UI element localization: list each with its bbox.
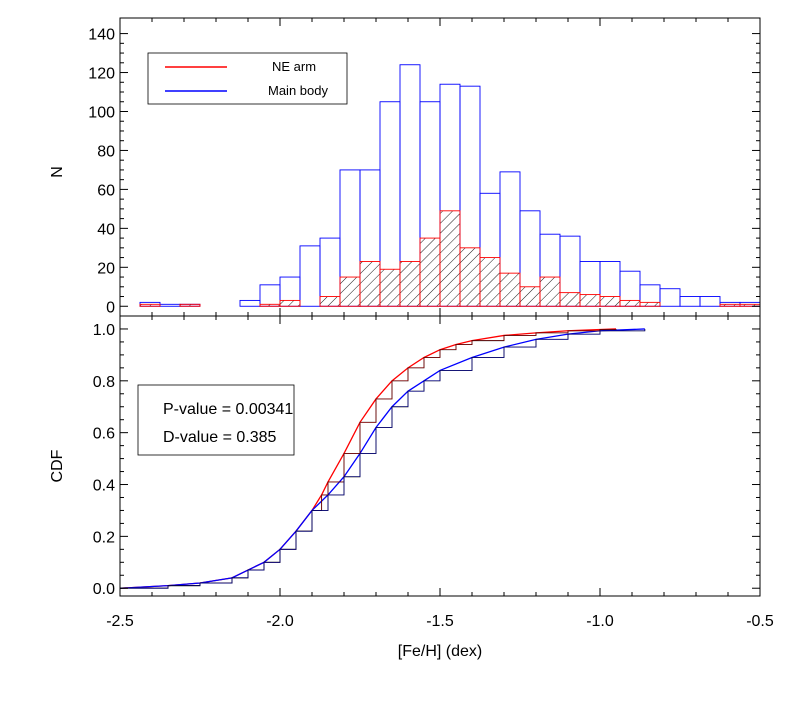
y-tick-label: 80: [97, 143, 115, 160]
histogram-bar-main-body: [319, 237, 341, 307]
cdf-step-overlay-main-body-empirical: [120, 328, 646, 589]
legend-box: [147, 52, 348, 105]
y-tick-label: 0.8: [93, 374, 115, 391]
x-axis-label: [Fe/H] (dex): [398, 643, 482, 660]
histogram-bar-ne-arm: [639, 301, 661, 307]
histogram-bar-main-body: [659, 288, 681, 307]
histogram-y-axis-label: N: [49, 166, 66, 178]
cdf-step-overlay-ne-arm-empirical: [120, 328, 617, 589]
p-value-annotation: P-value = 0.00341: [163, 401, 293, 418]
histogram-y-ticks: 0 20 40 60 80 100 120 140: [88, 18, 761, 316]
histogram-bar-ne-arm: [519, 286, 541, 307]
histogram-bar-ne-arm: [399, 261, 421, 307]
histogram-bar-ne-arm: [139, 303, 161, 307]
histogram-bar-main-body: [239, 299, 261, 307]
histogram-bar-ne-arm: [559, 292, 581, 307]
stats-box: P-value = 0.00341 D-value = 0.385: [137, 384, 295, 456]
cdf-curve-ne-arm: [119, 328, 617, 589]
histogram-bars: [139, 64, 761, 307]
cdf-step-ne-arm-empirical: [120, 328, 617, 589]
y-tick-label: 0.4: [93, 478, 115, 495]
histogram-bar-ne-arm: [179, 303, 201, 307]
y-tick-label: 1.0: [93, 322, 115, 339]
cdf-y-axis-label: CDF: [49, 449, 66, 482]
y-tick-label: 100: [88, 104, 115, 121]
histogram-bar-ne-arm: [419, 237, 441, 307]
histogram-bar-ne-arm: [439, 210, 461, 307]
x-tick-label: -1.5: [426, 613, 454, 630]
histogram-bar-ne-arm: [339, 276, 361, 307]
cdf-curve-main-body: [119, 328, 645, 589]
histogram-bar-ne-arm: [719, 303, 741, 307]
y-tick-label: 120: [88, 66, 115, 83]
histogram-bar-ne-arm: [479, 257, 501, 307]
histogram-bar-ne-arm: [279, 299, 301, 307]
histogram-bar-main-body: [259, 284, 281, 307]
y-tick-label: 0.6: [93, 426, 115, 443]
histogram-bar-main-body: [159, 303, 181, 307]
legend-label-ne-arm: NE arm: [272, 59, 316, 74]
y-tick-label: 140: [88, 27, 115, 44]
y-tick-label: 0.2: [93, 529, 115, 546]
cdf-ticks: 0.0 0.2 0.4 0.6 0.8 1.0 -2.5 -2.0 -1.5 -1.0 -0.5: [93, 316, 774, 630]
x-tick-label: -2.5: [106, 613, 134, 630]
cdf-plot-frame: [119, 315, 761, 597]
y-tick-label: 20: [97, 260, 115, 277]
y-tick-label: 60: [97, 182, 115, 199]
legend-label-main-body: Main body: [268, 83, 328, 98]
histogram-bar-ne-arm: [539, 276, 561, 307]
histogram-bar-ne-arm: [619, 299, 641, 307]
histogram-bar-ne-arm: [259, 303, 281, 307]
x-tick-label: -0.5: [746, 613, 774, 630]
histogram-bar-ne-arm: [499, 272, 521, 307]
histogram-bar-main-body: [699, 296, 721, 307]
x-tick-label: -1.0: [586, 613, 614, 630]
cdf-lines: [119, 328, 646, 589]
cdf-step-main-body-empirical: [120, 328, 646, 589]
y-tick-label: 0.0: [93, 581, 115, 598]
histogram-bar-ne-arm: [579, 294, 601, 307]
histogram-bar-ne-arm: [359, 261, 381, 307]
histogram-bar-main-body: [679, 296, 701, 307]
histogram-bar-ne-arm: [459, 247, 481, 307]
legend: NE arm Main body: [147, 52, 348, 105]
cdf-panel: 0.0 0.2 0.4 0.6 0.8 1.0 -2.5 -2.0 -1.5 -1.0 -0.5 C…: [49, 315, 774, 660]
histogram-bar-main-body: [299, 245, 321, 307]
d-value-annotation: D-value = 0.385: [163, 429, 277, 446]
y-tick-label: 0: [106, 299, 115, 316]
histogram-panel: 0 20 40 60 80 100 120 140 N NE arm Main body: [49, 17, 761, 317]
y-tick-label: 40: [97, 221, 115, 238]
histogram-bar-ne-arm: [319, 296, 341, 307]
x-tick-label: -2.0: [266, 613, 294, 630]
histogram-bar-ne-arm: [599, 296, 621, 307]
stats-box-frame: [137, 384, 295, 456]
histogram-bar-ne-arm: [379, 268, 401, 307]
